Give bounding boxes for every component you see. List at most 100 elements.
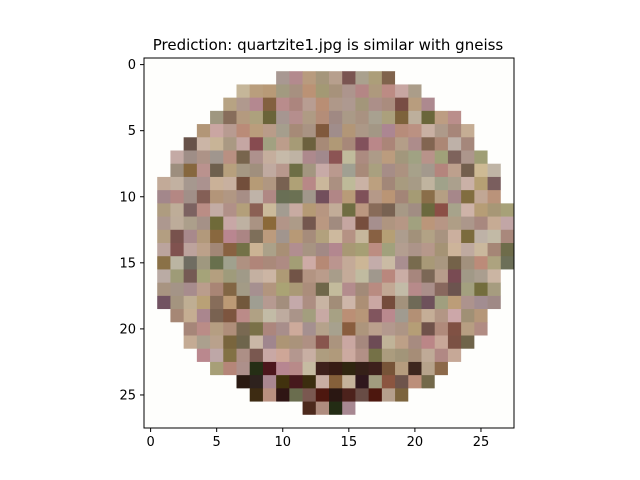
pixel-cell — [157, 176, 171, 191]
pixel-cell — [223, 295, 237, 310]
pixel-cell — [408, 58, 422, 72]
pixel-cell — [487, 335, 502, 350]
pixel-cell — [487, 163, 502, 178]
pixel-cell — [157, 216, 171, 231]
pixel-cell — [144, 322, 158, 336]
pixel-cell — [421, 335, 436, 350]
pixel-cell — [276, 322, 290, 336]
pixel-cell — [329, 348, 343, 363]
pixel-cell — [249, 163, 264, 178]
pixel-cell — [236, 84, 251, 99]
pixel-cell — [447, 282, 462, 297]
pixel-cell — [342, 71, 356, 85]
pixel-cell — [355, 84, 370, 99]
pixel-cell — [170, 84, 185, 99]
pixel-cell — [395, 414, 409, 429]
pixel-cell — [474, 124, 488, 138]
pixel-cell — [487, 97, 502, 112]
pixel-cell — [183, 243, 198, 257]
pixel-cell — [408, 216, 422, 231]
pixel-cell — [500, 256, 515, 270]
pixel-cell — [144, 375, 158, 389]
pixel-cell — [368, 110, 383, 125]
pixel-cell — [355, 216, 370, 231]
pixel-cell — [170, 190, 185, 204]
pixel-cell — [289, 401, 303, 416]
pixel-cell — [289, 309, 303, 323]
pixel-cell — [144, 124, 158, 138]
pixel-cell — [329, 282, 343, 297]
pixel-cell — [262, 348, 277, 363]
pixel-cell — [381, 335, 396, 350]
pixel-cell — [144, 414, 158, 429]
chart-title: Prediction: quartzite1.jpg is similar wi… — [153, 36, 504, 54]
pixel-cell — [302, 84, 317, 99]
pixel-cell — [487, 203, 502, 217]
pixel-cell — [157, 163, 171, 178]
pixel-cell — [474, 295, 488, 310]
pixel-cell — [249, 176, 264, 191]
pixel-cell — [408, 361, 422, 376]
pixel-cell — [329, 84, 343, 99]
pixel-cell — [183, 335, 198, 350]
pixel-cell — [289, 58, 303, 72]
pixel-cell — [302, 190, 317, 204]
pixel-cell — [223, 71, 237, 85]
pixel-cell — [500, 163, 515, 178]
pixel-cell — [395, 110, 409, 125]
pixel-cell — [461, 229, 475, 244]
pixel-cell — [170, 282, 185, 297]
pixel-cell — [434, 137, 449, 151]
pixel-cell — [289, 243, 303, 257]
pixel-cell — [342, 269, 356, 284]
pixel-cell — [236, 295, 251, 310]
pixel-cell — [315, 322, 330, 336]
pixel-cell — [223, 414, 237, 429]
pixel-cell — [276, 401, 290, 416]
pixel-cell — [408, 110, 422, 125]
pixel-cell — [408, 163, 422, 178]
pixel-cell — [395, 375, 409, 389]
pixel-cell — [381, 137, 396, 151]
pixel-cell — [395, 256, 409, 270]
x-tick-label: 0 — [146, 435, 154, 450]
pixel-cell — [421, 84, 436, 99]
pixel-cell — [355, 243, 370, 257]
pixel-cell — [368, 203, 383, 217]
pixel-cell — [144, 84, 158, 99]
pixel-cell — [276, 71, 290, 85]
pixel-cell — [381, 163, 396, 178]
pixel-cell — [434, 190, 449, 204]
pixel-cell — [381, 375, 396, 389]
pixel-cell — [447, 229, 462, 244]
pixel-cell — [342, 216, 356, 231]
pixel-cell — [210, 84, 224, 99]
pixel-cell — [421, 124, 436, 138]
pixel-cell — [302, 163, 317, 178]
pixel-cell — [210, 256, 224, 270]
pixel-cell — [381, 295, 396, 310]
pixel-cell — [434, 71, 449, 85]
pixel-cell — [434, 401, 449, 416]
pixel-cell — [447, 295, 462, 310]
pixel-cell — [236, 243, 251, 257]
pixel-cell — [144, 282, 158, 297]
pixel-cell — [302, 388, 317, 402]
pixel-cell — [196, 388, 211, 402]
pixel-cell — [183, 375, 198, 389]
pixel-cell — [381, 190, 396, 204]
pixel-cell — [355, 361, 370, 376]
pixel-cell — [144, 97, 158, 112]
pixel-cell — [487, 110, 502, 125]
pixel-cell — [302, 414, 317, 429]
pixel-cell — [315, 163, 330, 178]
pixel-cell — [302, 229, 317, 244]
pixel-cell — [196, 203, 211, 217]
pixel-cell — [223, 375, 237, 389]
pixel-cell — [487, 229, 502, 244]
pixel-cell — [368, 84, 383, 99]
pixel-cell — [196, 71, 211, 85]
pixel-cell — [421, 137, 436, 151]
pixel-cell — [196, 256, 211, 270]
pixel-cell — [368, 322, 383, 336]
